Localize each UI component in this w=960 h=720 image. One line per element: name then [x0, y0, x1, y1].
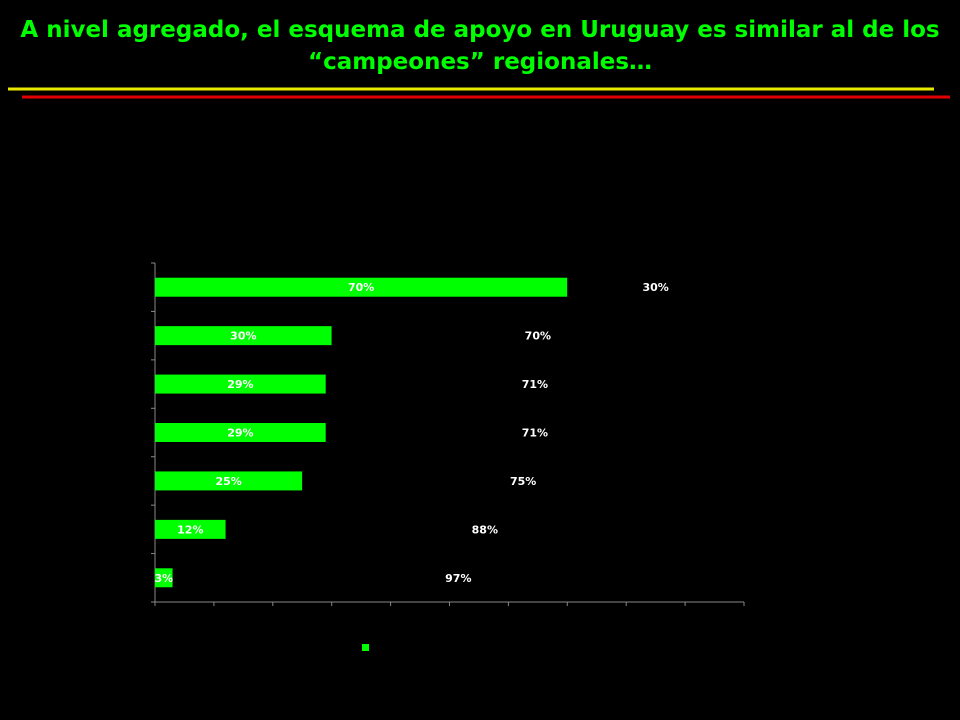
slide-title-line-1: A nivel agregado, el esquema de apoyo en… — [20, 17, 940, 43]
data-label-series-1-row-1: 70% — [348, 281, 374, 294]
slide-title: A nivel agregado, el esquema de apoyo en… — [0, 14, 960, 78]
data-label-series-2-row-5: 75% — [510, 475, 536, 488]
data-label-series-2-row-6: 88% — [472, 523, 498, 536]
data-label-series-1-row-6: 12% — [177, 523, 203, 536]
bar-series-1-row-5 — [155, 471, 303, 491]
bar-series-2-row-5 — [302, 471, 744, 491]
data-label-series-2-row-4: 71% — [522, 427, 548, 440]
bar-series-1-row-4 — [155, 423, 326, 442]
bar-series-1-row-3 — [155, 374, 326, 394]
bar-series-2-row-4 — [325, 423, 744, 442]
bar-series-2-row-3 — [325, 374, 744, 394]
data-label-series-1-row-4: 29% — [227, 427, 253, 440]
data-label-series-2-row-2: 70% — [525, 330, 551, 343]
data-label-series-2-row-7: 97% — [445, 572, 471, 585]
data-label-series-1-row-7: 3% — [154, 572, 173, 585]
slide-title-line-2: “campeones” regionales… — [307, 49, 653, 75]
bar-series-2-row-2 — [331, 326, 744, 346]
bar-series-1-row-6 — [155, 519, 226, 539]
title-underline-rules — [8, 87, 950, 99]
bar-series-2-row-1 — [567, 277, 744, 297]
bar-series-2-row-6 — [225, 519, 744, 539]
data-label-series-1-row-2: 30% — [230, 330, 256, 343]
bar-series-2-row-7 — [172, 568, 745, 588]
legend-swatch — [362, 644, 369, 651]
bar-series-1-row-2 — [155, 326, 332, 346]
bar-series-1-row-7 — [155, 568, 173, 588]
data-label-series-1-row-3: 29% — [227, 378, 253, 391]
bar-series-1-row-1 — [155, 277, 568, 297]
data-label-series-1-row-5: 25% — [215, 475, 241, 488]
data-label-series-2-row-1: 30% — [642, 281, 668, 294]
data-label-series-2-row-3: 71% — [522, 378, 548, 391]
